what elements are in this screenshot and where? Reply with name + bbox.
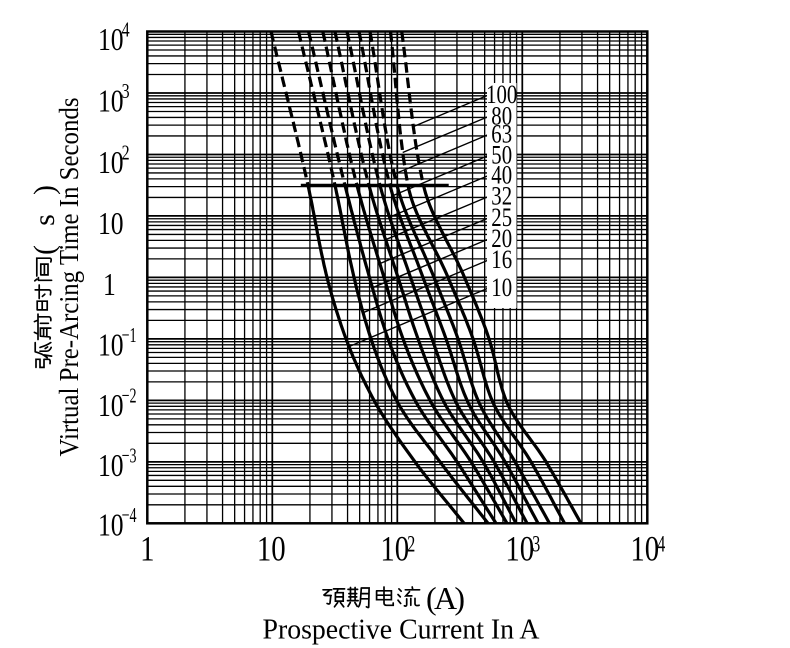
- svg-text:4: 4: [657, 531, 665, 556]
- svg-text:10: 10: [98, 83, 124, 119]
- svg-text:3: 3: [122, 79, 130, 103]
- svg-text:1: 1: [140, 529, 154, 569]
- svg-text:50: 50: [491, 141, 512, 170]
- svg-text:−2: −2: [122, 384, 137, 408]
- svg-text:10: 10: [380, 529, 409, 569]
- svg-text:10: 10: [98, 21, 124, 57]
- svg-text:10: 10: [257, 529, 286, 569]
- svg-text:25: 25: [491, 203, 512, 232]
- svg-text:16: 16: [491, 245, 512, 274]
- svg-text:10: 10: [98, 327, 124, 363]
- svg-text:−3: −3: [122, 444, 137, 468]
- svg-text:10: 10: [98, 387, 124, 423]
- svg-text:10: 10: [98, 205, 124, 241]
- svg-text:80: 80: [491, 102, 512, 131]
- svg-text:10: 10: [98, 447, 124, 483]
- svg-text:2: 2: [407, 531, 415, 556]
- svg-text:32: 32: [491, 182, 512, 211]
- svg-text:100: 100: [486, 80, 517, 109]
- svg-text:(A): (A): [426, 580, 465, 616]
- svg-text:10: 10: [98, 144, 124, 180]
- svg-text:−1: −1: [122, 323, 137, 347]
- svg-text:63: 63: [491, 120, 512, 149]
- svg-text:−4: −4: [122, 503, 137, 527]
- svg-text:3: 3: [532, 531, 540, 556]
- svg-text:Prospective Current In A: Prospective Current In A: [263, 613, 540, 645]
- svg-text:4: 4: [122, 18, 130, 42]
- svg-text:Virtual Pre-Arcing Time In Sec: Virtual Pre-Arcing Time In Seconds: [54, 98, 84, 457]
- svg-text:2: 2: [122, 141, 130, 165]
- svg-text:10: 10: [505, 529, 534, 569]
- svg-text:40: 40: [491, 161, 512, 190]
- svg-text:10: 10: [98, 507, 124, 543]
- svg-text:20: 20: [491, 224, 512, 253]
- svg-text:10: 10: [491, 273, 512, 302]
- svg-text:10: 10: [630, 529, 659, 569]
- svg-text:1: 1: [103, 266, 116, 302]
